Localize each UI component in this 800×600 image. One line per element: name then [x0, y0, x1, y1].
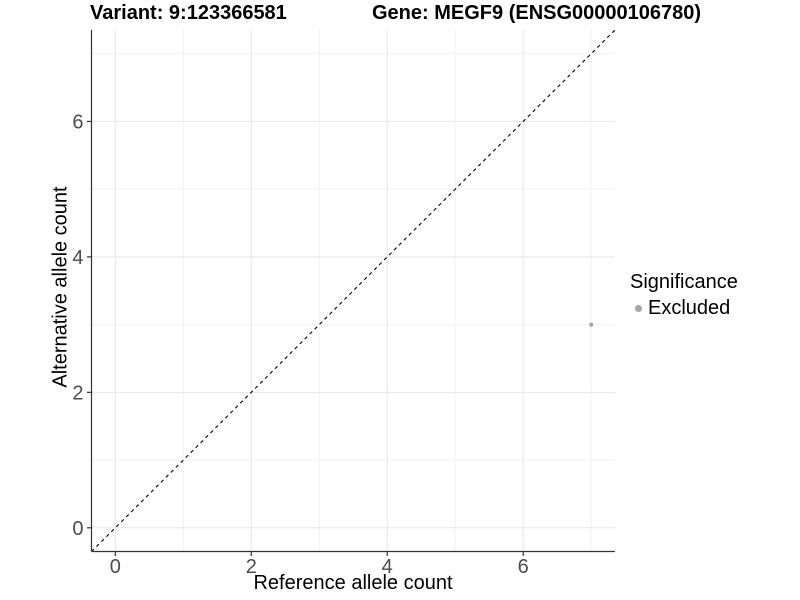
x-tick-label-0: 0	[110, 556, 121, 578]
y-axis-title: Alternative allele count	[49, 186, 72, 388]
legend-item-label: Excluded	[648, 297, 731, 319]
x-tick-label-6: 6	[518, 556, 529, 578]
circle-marker-icon	[635, 305, 642, 312]
data-point	[589, 322, 594, 327]
y-tick-label-2: 2	[72, 382, 83, 404]
plot-title-variant: Variant: 9:123366581	[90, 2, 287, 24]
x-axis-title: Reference allele count	[253, 572, 453, 594]
x-tick-label-2: 2	[246, 556, 257, 578]
identity-dashed-line	[91, 29, 616, 552]
legend-item-excluded: Excluded	[630, 297, 738, 320]
y-tick-label-4: 4	[72, 247, 83, 269]
y-tick-label-6: 6	[72, 111, 83, 133]
x-tick-label-4: 4	[382, 556, 393, 578]
legend: Significance Excluded	[630, 271, 738, 320]
y-tick-label-0: 0	[72, 518, 83, 540]
plot-title-gene: Gene: MEGF9 (ENSG00000106780)	[372, 2, 702, 24]
legend-title: Significance	[630, 271, 738, 293]
